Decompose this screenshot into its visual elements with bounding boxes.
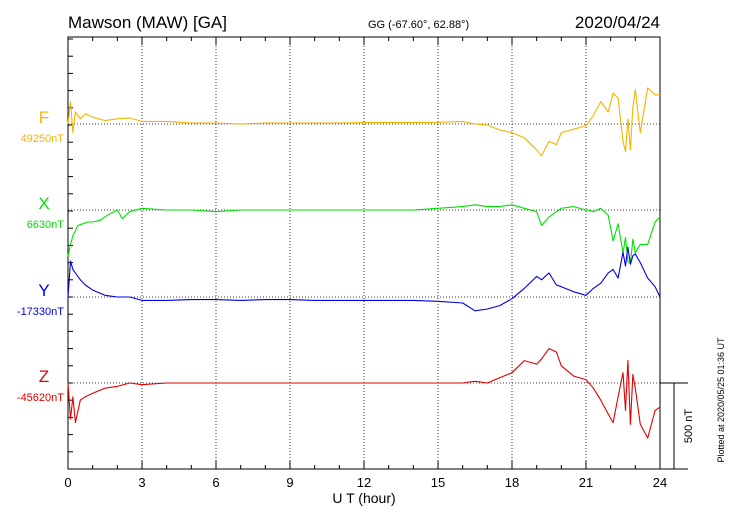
series-name-z: Z — [39, 367, 49, 386]
axis-ticks — [67, 37, 661, 470]
series-line-y — [67, 246, 661, 312]
baseline-label-z: -45620nT — [17, 392, 64, 404]
date-label: 2020/04/24 — [575, 13, 660, 32]
plotted-at-label: Plotted at 2020/05/25 01:36 UT — [716, 337, 726, 463]
series-line-f — [67, 87, 660, 157]
series-name-y: Y — [38, 281, 49, 300]
baseline-label-f: 49250nT — [21, 133, 65, 145]
x-tick-label: 3 — [138, 475, 145, 490]
station-title: Mawson (MAW) [GA] — [68, 13, 227, 32]
x-tick-label: 21 — [579, 475, 593, 490]
x-tick-label: 9 — [286, 475, 293, 490]
x-axis-label: U T (hour) — [332, 490, 395, 506]
scale-bar: 500 nT — [660, 382, 695, 470]
coordinates-label: GG (-67.60°, 62.88°) — [368, 19, 469, 31]
vertical-gridlines — [141, 37, 587, 469]
x-tick-label: 18 — [505, 475, 519, 490]
x-tick-label: 15 — [431, 475, 445, 490]
series-name-x: X — [38, 194, 49, 213]
scale-bar-label: 500 nT — [683, 409, 695, 444]
baseline-label-y: -17330nT — [17, 306, 64, 318]
series-name-f: F — [39, 108, 49, 127]
baseline-label-x: 6630nT — [27, 219, 65, 231]
series-lines — [67, 87, 661, 439]
series-labels: F 49250nT X 6630nT Y -17330nT Z -45620nT — [17, 108, 64, 404]
series-line-x — [67, 204, 661, 264]
x-tick-label: 12 — [357, 475, 371, 490]
x-tick-label: 24 — [653, 475, 667, 490]
x-tick-label: 6 — [212, 475, 219, 490]
x-tick-labels: 0 3 6 9 12 15 18 21 24 — [64, 475, 667, 490]
x-tick-label: 0 — [64, 475, 71, 490]
series-line-z — [67, 348, 661, 439]
